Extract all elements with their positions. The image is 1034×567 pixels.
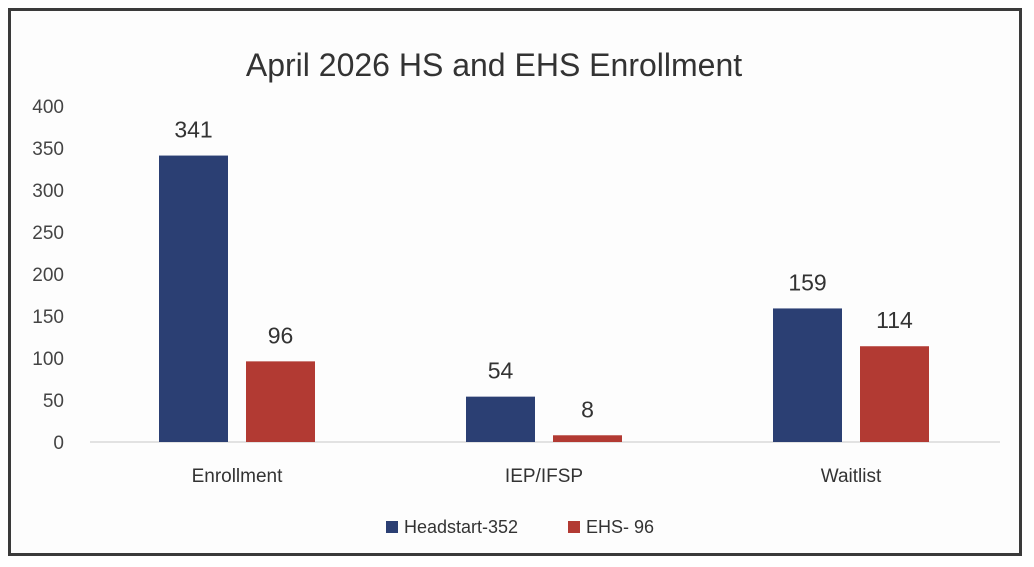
data-label: 341 bbox=[174, 117, 212, 143]
y-tick-label: 400 bbox=[32, 97, 64, 118]
data-label: 54 bbox=[488, 358, 514, 384]
data-label: 159 bbox=[788, 269, 826, 295]
legend-label-headstart: Headstart-352 bbox=[404, 517, 518, 537]
chart-title: April 2026 HS and EHS Enrollment bbox=[246, 47, 742, 83]
legend: Headstart-352 EHS- 96 bbox=[386, 517, 654, 537]
legend-swatch-headstart bbox=[386, 521, 398, 533]
category-label: IEP/IFSP bbox=[505, 466, 583, 487]
y-tick-label: 250 bbox=[32, 223, 64, 244]
data-label: 96 bbox=[268, 322, 294, 348]
bar-headstart-enrollment bbox=[159, 155, 228, 442]
legend-label-ehs: EHS- 96 bbox=[586, 517, 654, 537]
y-tick-label: 100 bbox=[32, 349, 64, 370]
category-labels: Enrollment IEP/IFSP Waitlist bbox=[192, 466, 882, 487]
bar-ehs-waitlist bbox=[860, 346, 929, 442]
y-tick-label: 300 bbox=[32, 181, 64, 202]
category-label: Enrollment bbox=[192, 466, 284, 487]
bar-headstart-waitlist bbox=[773, 308, 842, 442]
y-tick-label: 200 bbox=[32, 265, 64, 286]
legend-swatch-ehs bbox=[568, 521, 580, 533]
y-tick-label: 0 bbox=[53, 433, 64, 454]
y-tick-label: 350 bbox=[32, 139, 64, 160]
y-tick-label: 150 bbox=[32, 307, 64, 328]
y-axis: 0 50 100 150 200 250 300 350 400 bbox=[32, 97, 64, 454]
category-label: Waitlist bbox=[821, 466, 882, 487]
data-label: 114 bbox=[876, 307, 913, 333]
bar-ehs-enrollment bbox=[246, 361, 315, 442]
y-tick-label: 50 bbox=[43, 391, 64, 412]
bar-ehs-iep-ifsp bbox=[553, 435, 622, 442]
bars: 341 96 54 8 159 114 bbox=[159, 117, 929, 442]
bar-headstart-iep-ifsp bbox=[466, 396, 535, 442]
data-label: 8 bbox=[581, 396, 594, 422]
